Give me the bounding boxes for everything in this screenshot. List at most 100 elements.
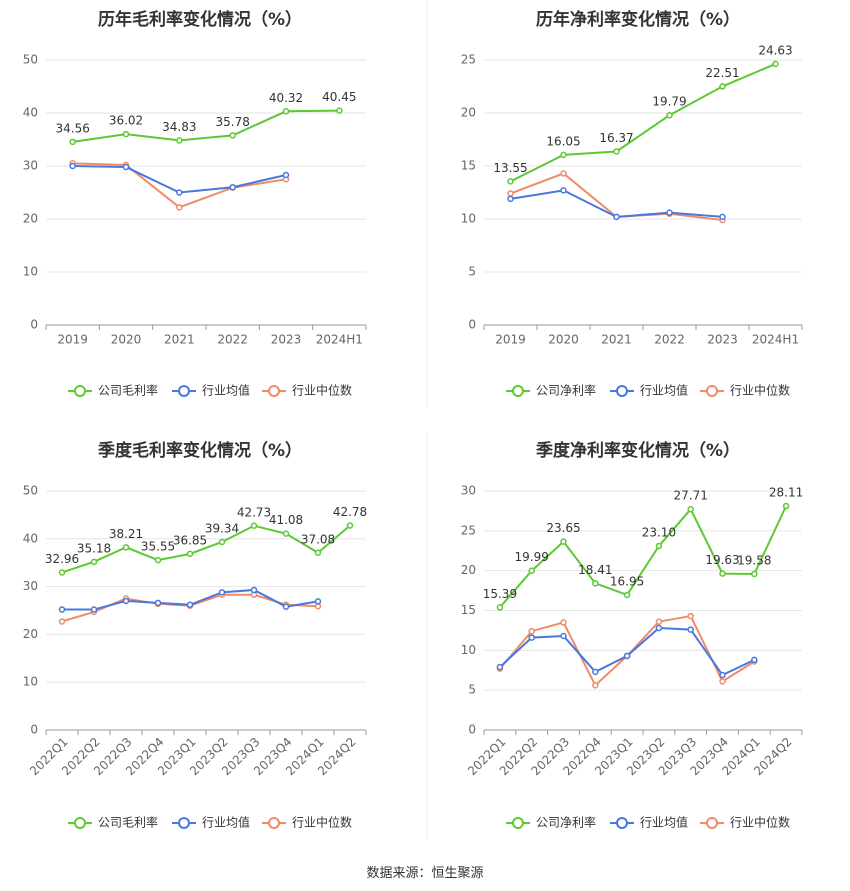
chart-1-data-label: 36.02: [109, 114, 143, 128]
chart-3-series-2-point: [218, 589, 226, 596]
chart-3-series-1-line: [61, 524, 351, 574]
chart-2-x-tick-label: 2022: [654, 333, 685, 347]
chart-3-series-1-point: [154, 556, 162, 564]
chart-1-legend-label: 行业中位数: [292, 383, 352, 398]
chart-3-series-1-point: [186, 550, 194, 558]
chart-4-series-1-point: [560, 538, 567, 545]
chart-1-x-tick-label: 2021: [164, 333, 195, 347]
chart-2-data-label: 24.63: [758, 43, 792, 57]
chart-4-series-1-point: [623, 591, 631, 599]
chart-2-y-tick-label: 25: [461, 53, 476, 67]
chart-4-y-tick-label: 20: [461, 563, 476, 577]
chart-3-series-1-point: [122, 544, 130, 551]
chart-3-data-label: 42.73: [237, 505, 271, 519]
chart-2-data-label: 16.05: [546, 134, 580, 148]
chart-2-series-2-line: [510, 189, 723, 218]
chart-3-title: 季度毛利率变化情况（%）: [98, 440, 302, 461]
chart-1-series-1-point: [336, 107, 343, 114]
chart-4-legend-label: 行业中位数: [730, 815, 790, 830]
chart-3-legend-label: 行业中位数: [292, 815, 352, 830]
chart-3-series-2-point: [250, 586, 258, 594]
chart-4-series-2-point: [623, 652, 631, 660]
chart-4-series-1-point: [655, 542, 663, 550]
chart-4-y-tick-label: 0: [468, 723, 476, 737]
chart-4-series-2-point: [719, 671, 726, 679]
chart-4-series-1-point: [592, 580, 599, 587]
chart-2-y-tick-label: 20: [461, 106, 476, 120]
chart-2-series-3-line: [510, 172, 723, 222]
chart-2-y-tick-label: 5: [468, 265, 476, 279]
chart-3-series-2-point: [314, 598, 322, 605]
chart-1-series-1-line: [72, 109, 340, 143]
chart-2-series-3-point: [507, 190, 514, 197]
chart-3-series-1-point: [250, 522, 258, 530]
chart-3-y-tick-label: 10: [23, 675, 38, 689]
chart-3-data-label: 36.85: [173, 533, 207, 547]
chart-1-legend-swatch-marker: [74, 385, 86, 397]
chart-1-series-2-point: [176, 189, 183, 196]
chart-4-legend-swatch-marker: [706, 817, 718, 829]
chart-3-series-3-point: [58, 618, 66, 625]
chart-3-data-label: 35.55: [141, 540, 175, 554]
chart-4-y-tick-label: 30: [461, 484, 476, 498]
chart-4-data-label: 23.10: [642, 525, 676, 539]
chart-3-series-2-point: [90, 606, 98, 613]
chart-1-series-2-point: [282, 171, 290, 179]
chart-4-data-label: 27.71: [674, 489, 708, 503]
chart-4-series-2-point: [496, 663, 504, 671]
chart-3-series-1-point: [58, 569, 66, 576]
chart-3-legend-swatch-marker: [178, 817, 190, 829]
chart-1-y-tick-label: 20: [23, 212, 38, 226]
chart-3-series-2-point: [282, 603, 290, 610]
chart-4-title: 季度净利率变化情况（%）: [536, 440, 740, 461]
chart-2-x-tick-label: 2023: [707, 333, 738, 347]
chart-3-data-label: 39.34: [205, 521, 239, 535]
chart-3-legend-swatch-marker: [74, 817, 86, 829]
chart-4-series-2-point: [687, 626, 694, 633]
chart-4-legend-label: 公司净利率: [536, 815, 596, 830]
chart-2-series-1-line: [510, 63, 776, 183]
chart-1-y-tick-label: 50: [23, 53, 38, 67]
chart-1-series-1-point: [122, 130, 130, 138]
chart-2-series-1-point: [613, 148, 620, 155]
chart-4-data-label: 15.39: [483, 587, 517, 601]
chart-4-series-1-point: [782, 502, 790, 510]
chart-2-x-tick-label: 2020: [548, 333, 579, 347]
chart-2-legend-swatch-marker: [616, 385, 628, 397]
chart-3-legend-label: 行业均值: [202, 815, 250, 830]
chart-4-series-1-point: [719, 570, 726, 577]
chart-1-legend-swatch-marker: [178, 385, 190, 397]
data-source-note: 数据来源：恒生聚源: [366, 866, 484, 881]
chart-1-data-label: 34.83: [162, 120, 196, 134]
chart-2-series-1-point: [560, 151, 567, 159]
chart-2-series-1-point: [772, 60, 779, 68]
chart-2-data-label: 16.37: [599, 131, 633, 145]
chart-4-data-label: 18.41: [578, 563, 612, 577]
chart-3-series-1-point: [282, 530, 290, 537]
chart-2-series-1-point: [666, 111, 673, 119]
chart-2-x-tick-label: 2019: [495, 333, 526, 347]
chart-1-series-2-point: [229, 183, 236, 191]
chart-2-y-tick-label: 0: [468, 318, 476, 332]
chart-4-series-1-point: [751, 570, 758, 578]
chart-1-x-tick-label: 2024H1: [316, 333, 363, 347]
chart-1-series-1-point: [282, 108, 290, 115]
chart-2-y-tick-label: 15: [461, 159, 476, 173]
chart-2-series-2-point: [666, 209, 673, 216]
chart-1-y-tick-label: 40: [23, 106, 38, 120]
chart-1-x-tick-label: 2019: [57, 333, 88, 347]
chart-4-data-label: 19.99: [515, 550, 549, 564]
chart-1-series-3-line: [72, 162, 287, 209]
chart-1-series-1-point: [229, 132, 236, 139]
chart-4-series-1-line: [499, 505, 788, 609]
chart-3-legend-swatch-marker: [268, 817, 280, 829]
chart-4-series-2-point: [751, 656, 758, 664]
chart-1-data-label: 40.32: [269, 91, 303, 105]
chart-3-y-tick-label: 50: [23, 484, 38, 498]
chart-4-legend-swatch-marker: [616, 817, 628, 829]
chart-3-y-tick-label: 0: [30, 723, 38, 737]
chart-1-data-label: 34.56: [55, 121, 89, 135]
chart-2-y-tick-label: 10: [461, 212, 476, 226]
chart-3-data-label: 32.96: [45, 552, 79, 566]
